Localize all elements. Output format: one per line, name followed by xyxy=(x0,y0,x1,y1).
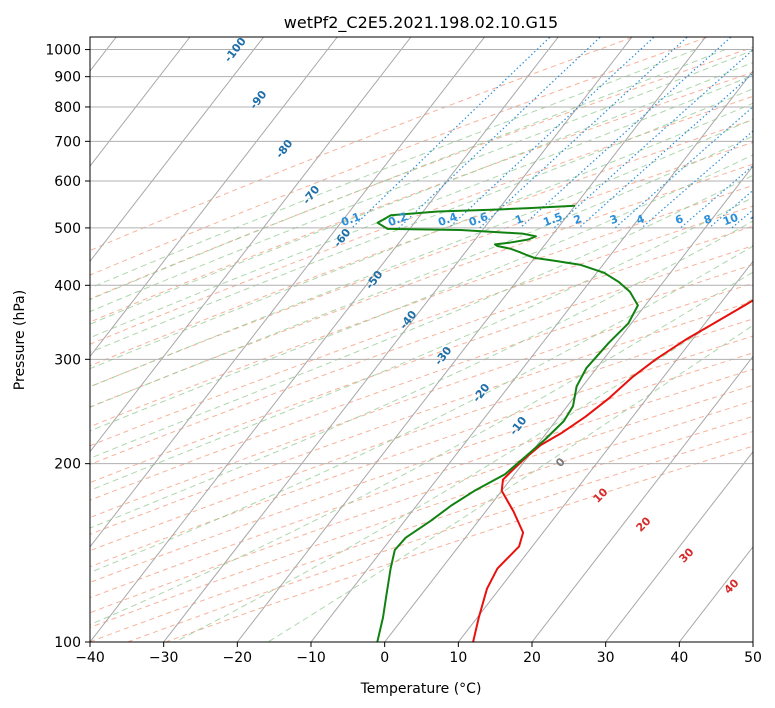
dry-adiabat-line xyxy=(90,384,753,614)
dry-adiabat-line xyxy=(90,37,636,252)
mixing-ratio-label: 10 xyxy=(721,211,740,229)
moist-adiabat-line xyxy=(90,74,753,339)
y-tick-label: 500 xyxy=(54,221,81,237)
mixing-ratio-label: 2 xyxy=(572,212,584,227)
moist-adiabat-line xyxy=(90,271,753,626)
x-tick-label: 40 xyxy=(670,650,688,666)
dry-adiabat-line xyxy=(90,163,753,408)
axes: −40 −30 −20 −10 0 10 20 30 40 5010020030040050060… xyxy=(45,43,762,666)
mixing-ratio-line xyxy=(479,37,689,229)
mixing-ratio-label: 0.4 xyxy=(436,210,459,229)
y-tick-label: 1000 xyxy=(45,43,81,59)
dry-adiabat-line xyxy=(90,71,753,323)
x-tick-label: −30 xyxy=(149,650,179,666)
y-tick-label: 200 xyxy=(54,457,81,473)
mixing-ratio-label: 0.2 xyxy=(386,210,409,229)
moist-adiabat-line xyxy=(267,324,753,642)
moist-adiabat-line xyxy=(90,196,753,491)
mixing-ratio-label: 3 xyxy=(608,212,620,227)
isotherm-line xyxy=(310,70,753,642)
x-tick-label: −20 xyxy=(223,650,253,666)
y-axis-title: Pressure (hPa) xyxy=(12,290,28,390)
plot-frame xyxy=(89,36,754,643)
isotherm-line xyxy=(605,450,753,642)
mixing-ratio-line xyxy=(614,106,753,229)
x-tick-label: −10 xyxy=(296,650,326,666)
x-tick-label: 20 xyxy=(523,650,541,666)
y-tick-label: 600 xyxy=(54,174,81,190)
isotherm-line xyxy=(90,37,264,263)
y-tick-label: 400 xyxy=(54,278,81,294)
isotherm-line xyxy=(90,37,338,358)
mixing-ratio-label: 8 xyxy=(702,212,714,227)
moist-adiabat-line xyxy=(90,154,753,432)
y-tick-label: 300 xyxy=(54,352,81,368)
moist-adiabat-line xyxy=(90,61,753,325)
isotherm-line xyxy=(384,165,753,642)
mixing-ratio-line xyxy=(553,49,753,229)
dry-adiabat-line xyxy=(90,95,753,345)
mixing-ratio-label: 0.1 xyxy=(339,210,362,229)
x-tick-label: 50 xyxy=(744,650,762,666)
mixing-ratio-line xyxy=(641,130,753,229)
x-tick-label: −40 xyxy=(75,650,105,666)
isotherm-line xyxy=(163,37,633,642)
moist-adiabat-line xyxy=(90,118,753,388)
x-tick-label: 10 xyxy=(449,650,467,666)
moist-adiabat-line xyxy=(90,49,753,313)
isotherm-line xyxy=(531,355,753,642)
dry-adiabat-line xyxy=(90,225,753,465)
isotherm-line xyxy=(90,37,412,453)
y-tick-label: 900 xyxy=(54,70,81,86)
isotherm-line xyxy=(457,260,753,642)
chart-title: wetPf2_C2E5.2021.198.02.10.G15 xyxy=(284,13,558,33)
mixing-ratio-line xyxy=(578,72,753,229)
y-tick-label: 700 xyxy=(54,134,81,150)
dry-adiabat-line xyxy=(90,184,753,428)
moist-adiabat-line xyxy=(90,135,753,408)
mixing-ratio-label: 1 xyxy=(513,212,525,227)
dry-adiabat-line xyxy=(90,335,753,568)
isotherm-line xyxy=(90,37,559,642)
mixing-ratio-label: 4 xyxy=(635,212,647,227)
isotherm-line xyxy=(90,37,191,167)
moist-adiabat-line xyxy=(90,49,726,301)
y-tick-label: 800 xyxy=(54,100,81,116)
dewpoint-profile-line xyxy=(376,204,639,642)
dry-adiabat-line xyxy=(90,282,753,519)
mixing-ratio-label: 1.5 xyxy=(541,210,564,229)
moist-adiabat-line xyxy=(90,245,753,574)
mixing-ratio-label: 13 xyxy=(748,211,767,228)
mixing-ratio-label: 0.6 xyxy=(467,210,490,229)
y-tick-label: 100 xyxy=(54,635,81,651)
x-axis-title: Temperature (°C) xyxy=(360,681,482,697)
mixing-ratio-line xyxy=(448,37,655,229)
mixing-ratio-label: 6 xyxy=(673,212,685,227)
plot-area: -100-90-80-70-60-50-40-30-20-100.1 0.2 0.4… xyxy=(90,37,767,642)
moist-adiabat-line xyxy=(90,102,753,370)
x-tick-label: 0 xyxy=(380,650,389,666)
temperature-profile-line xyxy=(472,299,753,642)
x-tick-label: 30 xyxy=(597,650,615,666)
isotherm-line xyxy=(236,37,706,642)
isotherm-line xyxy=(90,37,485,548)
mixing-ratio-line xyxy=(398,37,602,229)
